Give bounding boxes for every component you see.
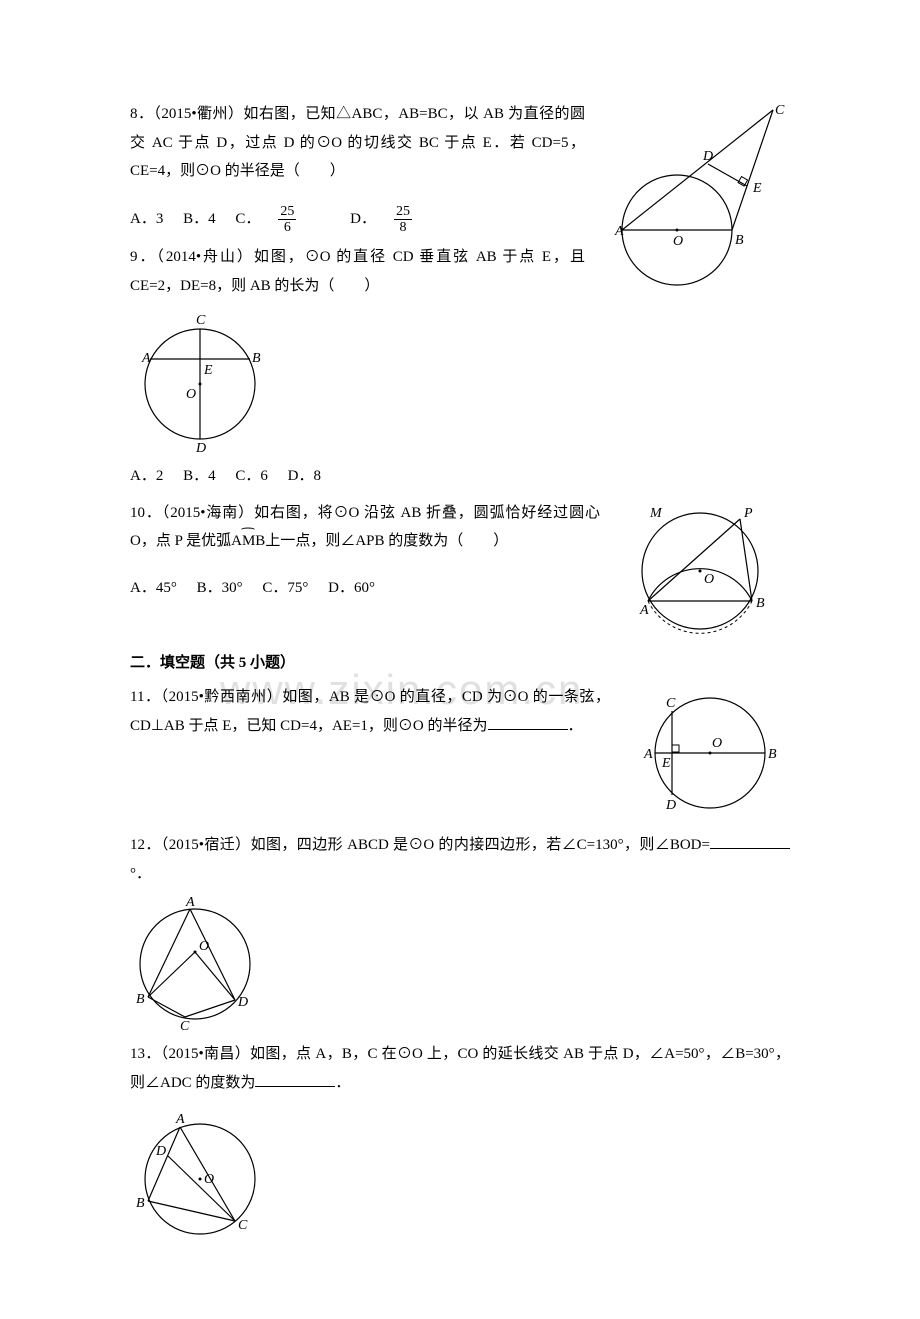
question-8: A B C D E O 8．（2015•衢州）如右图，已知△ABC，AB=BC，… bbox=[130, 100, 790, 235]
q9-choice-C: C．6 bbox=[235, 468, 268, 484]
q8-source: （2015•衢州） bbox=[153, 106, 243, 122]
q12-figure: A B C D O bbox=[130, 892, 790, 1032]
q9-label-E: E bbox=[203, 363, 213, 378]
q8-choice-A: A．3 bbox=[130, 211, 163, 227]
q8-label-O: O bbox=[673, 234, 683, 249]
q9-label-C: C bbox=[196, 313, 206, 328]
q9-label-D: D bbox=[195, 441, 206, 454]
q13-tail: ． bbox=[335, 1075, 350, 1091]
q9-choice-A: A．2 bbox=[130, 468, 163, 484]
q13-figure: A B C D O bbox=[130, 1101, 790, 1251]
q12-source: （2015•宿迁） bbox=[161, 837, 251, 853]
q11-figure: A B C D E O bbox=[620, 683, 790, 823]
q10-label-O: O bbox=[704, 572, 714, 587]
q10-label-M: M bbox=[649, 506, 663, 521]
q12-blank bbox=[710, 834, 790, 849]
q13-label-A: A bbox=[175, 1112, 185, 1127]
q12-label-D: D bbox=[237, 995, 248, 1010]
q10-choice-D: D．60° bbox=[328, 580, 375, 596]
section-2-title: 二．填空题（共 5 小题） bbox=[130, 649, 790, 678]
q8-label-B: B bbox=[735, 233, 744, 248]
q9-label-B: B bbox=[252, 351, 261, 366]
q12-body: 如图，四边形 ABCD 是⊙O 的内接四边形，若∠C=130°，则∠BOD= bbox=[251, 837, 710, 853]
q9-label-O: O bbox=[186, 387, 196, 402]
q13-number: 13． bbox=[130, 1046, 161, 1062]
q13-label-D: D bbox=[155, 1144, 166, 1159]
q10-label-A: A bbox=[639, 603, 649, 618]
q9-choices: A．2 B．4 C．6 D．8 bbox=[130, 462, 790, 491]
q12-label-B: B bbox=[136, 992, 145, 1007]
q10-choice-B: B．30° bbox=[197, 580, 243, 596]
q11-tail: ． bbox=[568, 718, 583, 734]
q8-figure: A B C D E O bbox=[595, 100, 790, 290]
q11-label-O: O bbox=[712, 736, 722, 751]
question-11: A B C D E O 11．（2015•黔西南州）如图，AB 是⊙O 的直径，… bbox=[130, 683, 790, 823]
q11-label-B: B bbox=[768, 747, 777, 762]
q13-label-B: B bbox=[136, 1196, 145, 1211]
q8-choice-B: B．4 bbox=[183, 211, 216, 227]
q8-number: 8． bbox=[130, 106, 153, 122]
question-10: A B M P O 10．（2015•海南）如右图，将⊙O 沿弦 AB 折叠，圆… bbox=[130, 499, 790, 639]
q13-blank bbox=[255, 1072, 335, 1087]
q9-label-A: A bbox=[141, 351, 151, 366]
q11-label-E: E bbox=[661, 756, 671, 771]
q10-figure: A B M P O bbox=[610, 499, 790, 639]
q13-source: （2015•南昌） bbox=[161, 1046, 250, 1062]
q11-blank bbox=[488, 715, 568, 730]
q8-label-A: A bbox=[614, 224, 624, 239]
q11-label-D: D bbox=[665, 798, 676, 813]
q11-number: 11． bbox=[130, 689, 161, 705]
q13-label-C: C bbox=[238, 1218, 248, 1233]
q11-label-A: A bbox=[643, 747, 653, 762]
q10-number: 10． bbox=[130, 505, 162, 521]
q13-text: 13．（2015•南昌）如图，点 A，B，C 在⊙O 上，CO 的延长线交 AB… bbox=[130, 1040, 790, 1097]
q8-label-D: D bbox=[702, 149, 713, 164]
question-13: 13．（2015•南昌）如图，点 A，B，C 在⊙O 上，CO 的延长线交 AB… bbox=[130, 1040, 790, 1251]
q9-number: 9． bbox=[130, 249, 156, 265]
q10-label-B: B bbox=[756, 596, 765, 611]
q10-arc: AMB bbox=[231, 527, 265, 556]
q12-label-A: A bbox=[185, 895, 195, 910]
q12-label-O: O bbox=[199, 939, 209, 954]
q8-choice-C: C．256 bbox=[235, 211, 330, 227]
q10-label-P: P bbox=[743, 506, 753, 521]
page-content: A B C D E O 8．（2015•衢州）如右图，已知△ABC，AB=BC，… bbox=[130, 100, 790, 1251]
q9-figure: A B C D E O bbox=[130, 304, 790, 454]
q9-choice-B: B．4 bbox=[183, 468, 216, 484]
q12-tail: °． bbox=[130, 866, 151, 882]
question-12: 12．（2015•宿迁）如图，四边形 ABCD 是⊙O 的内接四边形，若∠C=1… bbox=[130, 831, 790, 1032]
q10-choice-C: C．75° bbox=[262, 580, 308, 596]
q11-source: （2015•黔西南州） bbox=[161, 689, 283, 705]
q10-choice-A: A．45° bbox=[130, 580, 177, 596]
q11-label-C: C bbox=[666, 696, 676, 711]
q10-body-b: 上一点，则∠APB 的度数为（ ） bbox=[265, 533, 508, 549]
q9-choice-D: D．8 bbox=[288, 468, 321, 484]
q8-label-E: E bbox=[752, 181, 762, 196]
q13-label-O: O bbox=[204, 1172, 214, 1187]
q9-source: （2014•舟山） bbox=[156, 249, 253, 265]
q12-number: 12． bbox=[130, 837, 161, 853]
q12-label-C: C bbox=[180, 1019, 190, 1032]
q8-label-C: C bbox=[775, 103, 785, 118]
q12-text: 12．（2015•宿迁）如图，四边形 ABCD 是⊙O 的内接四边形，若∠C=1… bbox=[130, 831, 790, 888]
q8-choice-D: D．258 bbox=[350, 211, 446, 227]
